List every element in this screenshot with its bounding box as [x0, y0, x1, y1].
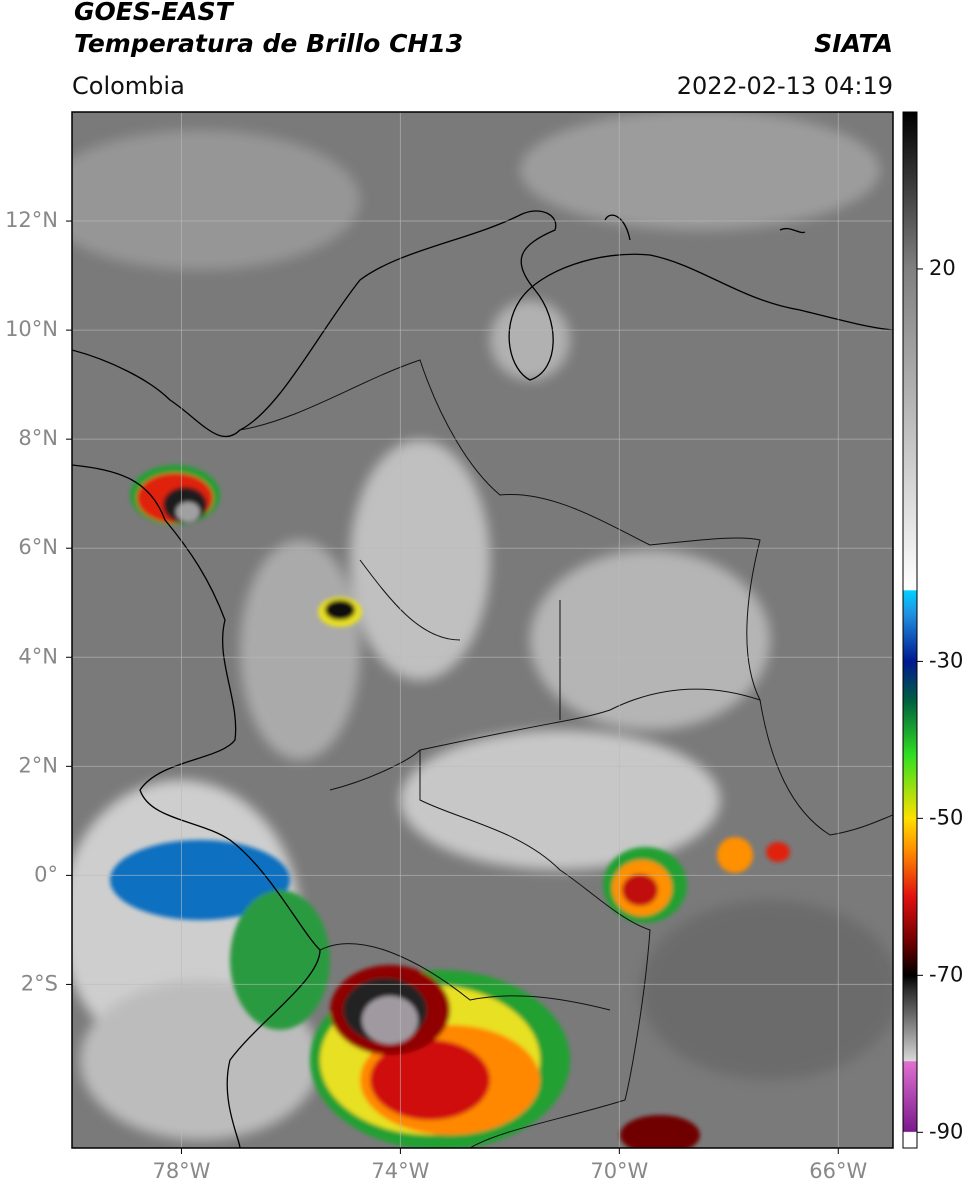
coastlines	[72, 210, 893, 1148]
x-tick-label: 66°W	[809, 1159, 867, 1183]
colorbar-fill	[902, 111, 918, 1149]
y-tick-label: 2°S	[21, 971, 58, 995]
y-tick-label: 12°N	[5, 208, 58, 232]
borders	[239, 359, 893, 1148]
colorbar-tick-label: -30	[929, 648, 963, 672]
brand: SIATA	[814, 29, 893, 58]
satellite-image	[72, 112, 893, 1148]
y-tick-label: 2°N	[18, 753, 58, 777]
x-tick-label: 70°W	[590, 1159, 648, 1183]
y-tick-label: 6°N	[18, 535, 58, 559]
y-tick-label: 8°N	[18, 426, 58, 450]
timestamp: 2022-02-13 04:19	[677, 72, 893, 100]
colorbar-tick-label: -50	[929, 805, 963, 829]
colorbar-tick-label: 20	[929, 256, 956, 280]
y-tick-label: 10°N	[5, 317, 58, 341]
colorbar-tick-label: -90	[929, 1119, 963, 1143]
y-tick-label: 4°N	[18, 644, 58, 668]
colorbar-tick-label: -70	[929, 962, 963, 986]
map-frame	[71, 111, 894, 1149]
subtitle: Temperatura de Brillo CH13	[74, 29, 463, 58]
x-tick-label: 74°W	[371, 1159, 429, 1183]
x-tick-label: 78°W	[152, 1159, 210, 1183]
graticule	[72, 112, 893, 1148]
y-tick-label: 0°	[34, 862, 58, 886]
region: Colombia	[72, 72, 185, 100]
title: GOES-EAST	[74, 0, 235, 26]
colorbar: 20 -30 -50 -70 -90	[902, 111, 963, 1149]
